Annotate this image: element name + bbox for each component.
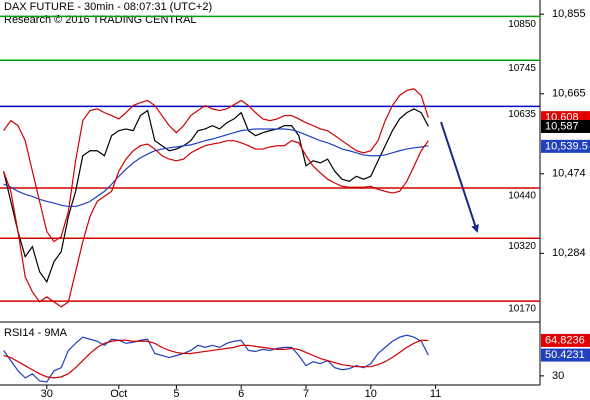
series-line <box>3 334 429 383</box>
price-tag <box>541 139 590 153</box>
level-label: 10170 <box>508 304 536 315</box>
level-label: 10440 <box>508 191 536 202</box>
price-tag-label: 10,539.5 <box>545 140 588 152</box>
y-tick-label: 10,855 <box>552 8 586 20</box>
level-label: 10635 <box>508 109 536 120</box>
forecast-arrow <box>440 121 479 233</box>
chart-title: DAX FUTURE - 30min - 08:07:31 (UTC+2) <box>4 1 212 13</box>
series-line <box>3 88 429 243</box>
x-tick-label: 11 <box>430 388 441 400</box>
y-tick-label: 10,474 <box>552 168 586 180</box>
price-tag <box>541 348 590 362</box>
level-label: 10320 <box>508 241 536 252</box>
x-tick-label: 30 <box>41 388 53 400</box>
series-line <box>3 339 429 379</box>
x-tick-label: 5 <box>173 388 179 400</box>
price-tag-label: 50.4231 <box>545 349 585 361</box>
x-tick-label: 6 <box>238 388 244 400</box>
rsi-title: RSI14 - 9MA <box>4 327 68 339</box>
level-label: 10850 <box>508 19 536 30</box>
series-line <box>3 108 429 284</box>
price-tag-label: 10,587 <box>545 120 579 132</box>
y-tick-label: 10,665 <box>552 88 586 100</box>
series-line <box>3 140 429 308</box>
x-tick-label: 10 <box>365 388 377 400</box>
y-tick-label: 10,284 <box>552 247 586 259</box>
series-line <box>3 128 429 208</box>
x-tick-label: 7 <box>303 388 309 400</box>
price-tag-label: 64.8236 <box>545 334 585 346</box>
level-label: 10745 <box>508 63 536 74</box>
price-tag <box>541 119 590 133</box>
y-tick-label: 30 <box>552 370 564 382</box>
x-tick-label: Oct <box>110 388 127 400</box>
price-tag <box>541 333 590 347</box>
